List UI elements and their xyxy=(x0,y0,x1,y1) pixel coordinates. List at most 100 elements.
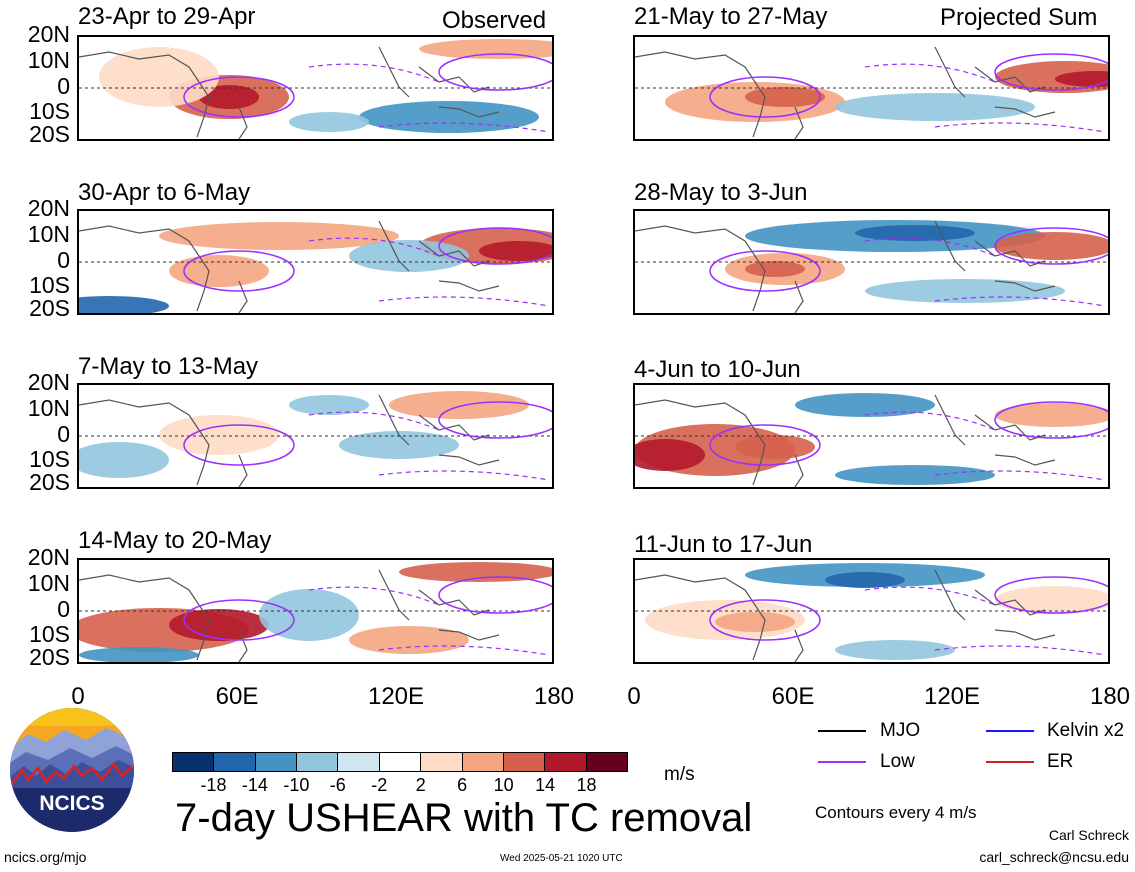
colorbar-segment xyxy=(337,753,379,771)
shading-region xyxy=(1055,71,1108,87)
colorbar-units: m/s xyxy=(664,764,695,785)
shading-region xyxy=(259,589,359,641)
low-contour xyxy=(994,53,1108,91)
shading-region xyxy=(835,465,995,485)
panel-title-obs-1: 23-Apr to 29-Apr xyxy=(78,3,256,30)
colorbar-segment xyxy=(378,753,421,771)
shading-region xyxy=(835,640,955,660)
shading-region xyxy=(169,255,269,287)
shading-region xyxy=(995,586,1108,614)
lon-label-left-0: 0 xyxy=(71,683,85,710)
ncics-logo-icon: NCICS xyxy=(10,708,134,832)
low-contour xyxy=(709,599,821,641)
shading-region xyxy=(419,39,552,59)
low-contour xyxy=(438,227,552,265)
lat-label: 20N xyxy=(27,21,70,47)
low-contour xyxy=(183,424,295,466)
low-contour-negative xyxy=(864,411,1106,481)
shading-region xyxy=(835,93,1035,121)
shading-region xyxy=(339,431,459,459)
coastline xyxy=(79,569,500,662)
colorbar-segment xyxy=(213,753,255,771)
shading-region xyxy=(479,241,552,261)
panel-title-proj-4: 11-Jun to 17-Jun xyxy=(634,531,813,558)
shading-region xyxy=(995,403,1108,427)
contours-note: Contours every 4 m/s xyxy=(815,803,977,822)
low-contour-negative xyxy=(864,586,1106,656)
colorbar-segment xyxy=(420,753,462,771)
lat-label: 10S xyxy=(29,272,70,298)
lat-label: 20S xyxy=(29,469,70,495)
shading-region xyxy=(735,435,815,459)
lat-label: 10N xyxy=(27,221,70,247)
lon-label-right-60e: 60E xyxy=(771,683,815,710)
lat-label: 10N xyxy=(27,570,70,596)
low-contour-negative xyxy=(308,586,550,656)
shading-region xyxy=(349,240,469,272)
lat-label: 20N xyxy=(27,195,70,221)
coastline xyxy=(635,394,1056,487)
low-contour-negative xyxy=(308,237,550,307)
map-panel-svg xyxy=(635,393,1108,487)
lat-label: 0 xyxy=(57,596,70,622)
colorbar-segment xyxy=(585,753,627,771)
shading-region xyxy=(99,47,219,107)
coastline xyxy=(635,220,1056,313)
colorbar-segment xyxy=(502,753,545,771)
lat-label: 10S xyxy=(29,446,70,472)
lat-label: 10N xyxy=(27,47,70,73)
lat-label: 20N xyxy=(27,544,70,570)
colorbar-label: -18 xyxy=(200,775,227,795)
low-contour-negative xyxy=(864,63,1106,133)
shading-region xyxy=(349,626,469,654)
low-contour xyxy=(438,576,552,614)
colorbar-label: 14 xyxy=(535,775,556,795)
author-email: carl_schreck@ncsu.edu xyxy=(979,849,1129,865)
shading-region xyxy=(635,439,705,471)
shading-region xyxy=(199,85,259,109)
legend-label-er: ER xyxy=(1047,751,1074,772)
map-panel-obs-1 xyxy=(77,35,554,141)
legend-line-kelvin xyxy=(986,730,1034,732)
lat-label: 20S xyxy=(29,644,70,670)
lat-label: 10S xyxy=(29,621,70,647)
lon-label-left-180: 180 xyxy=(533,683,575,710)
low-contour xyxy=(709,76,821,118)
colorbar-label: -14 xyxy=(241,775,268,795)
ncics-logo: NCICS xyxy=(8,706,136,834)
panel-title-proj-2: 28-May to 3-Jun xyxy=(634,179,808,206)
shading-region xyxy=(745,87,825,107)
author-name: Carl Schreck xyxy=(1048,827,1129,843)
map-panel-svg xyxy=(79,220,552,313)
lat-label: 10N xyxy=(27,395,70,421)
low-contour xyxy=(994,401,1108,439)
coastline xyxy=(635,46,1056,139)
shading-region xyxy=(289,395,369,415)
legend-line-mjo xyxy=(818,730,866,732)
lon-label-right-120e: 120E xyxy=(923,683,981,710)
panel-title-proj-3: 4-Jun to 10-Jun xyxy=(634,356,801,383)
low-contour xyxy=(994,227,1108,265)
main-title: 7-day USHEAR with TC removal xyxy=(175,796,753,840)
timestamp: Wed 2025-05-21 1020 UTC xyxy=(500,853,623,864)
colorbar-segment xyxy=(461,753,503,771)
colorbar-label: 6 xyxy=(457,775,468,795)
source-url[interactable]: ncics.org/mjo xyxy=(4,849,87,865)
lon-label-right-0: 0 xyxy=(627,683,641,710)
low-contour-negative xyxy=(308,411,550,481)
lon-label-right-180: 180 xyxy=(1089,683,1131,710)
lat-label: 0 xyxy=(57,421,70,447)
shading-region xyxy=(795,393,935,417)
legend-label-low: Low xyxy=(880,751,915,772)
shading-region xyxy=(79,442,169,478)
coastline xyxy=(79,46,500,139)
colorbar-label: -10 xyxy=(283,775,310,795)
map-panel-svg xyxy=(79,39,552,139)
low-contour xyxy=(438,401,552,439)
map-panel-svg xyxy=(635,220,1108,313)
map-panel-svg xyxy=(79,391,552,487)
colorbar-segment xyxy=(173,753,214,771)
map-panel-obs-4 xyxy=(77,558,554,664)
shading-region xyxy=(169,609,269,641)
panel-title-obs-4: 14-May to 20-May xyxy=(78,527,272,554)
